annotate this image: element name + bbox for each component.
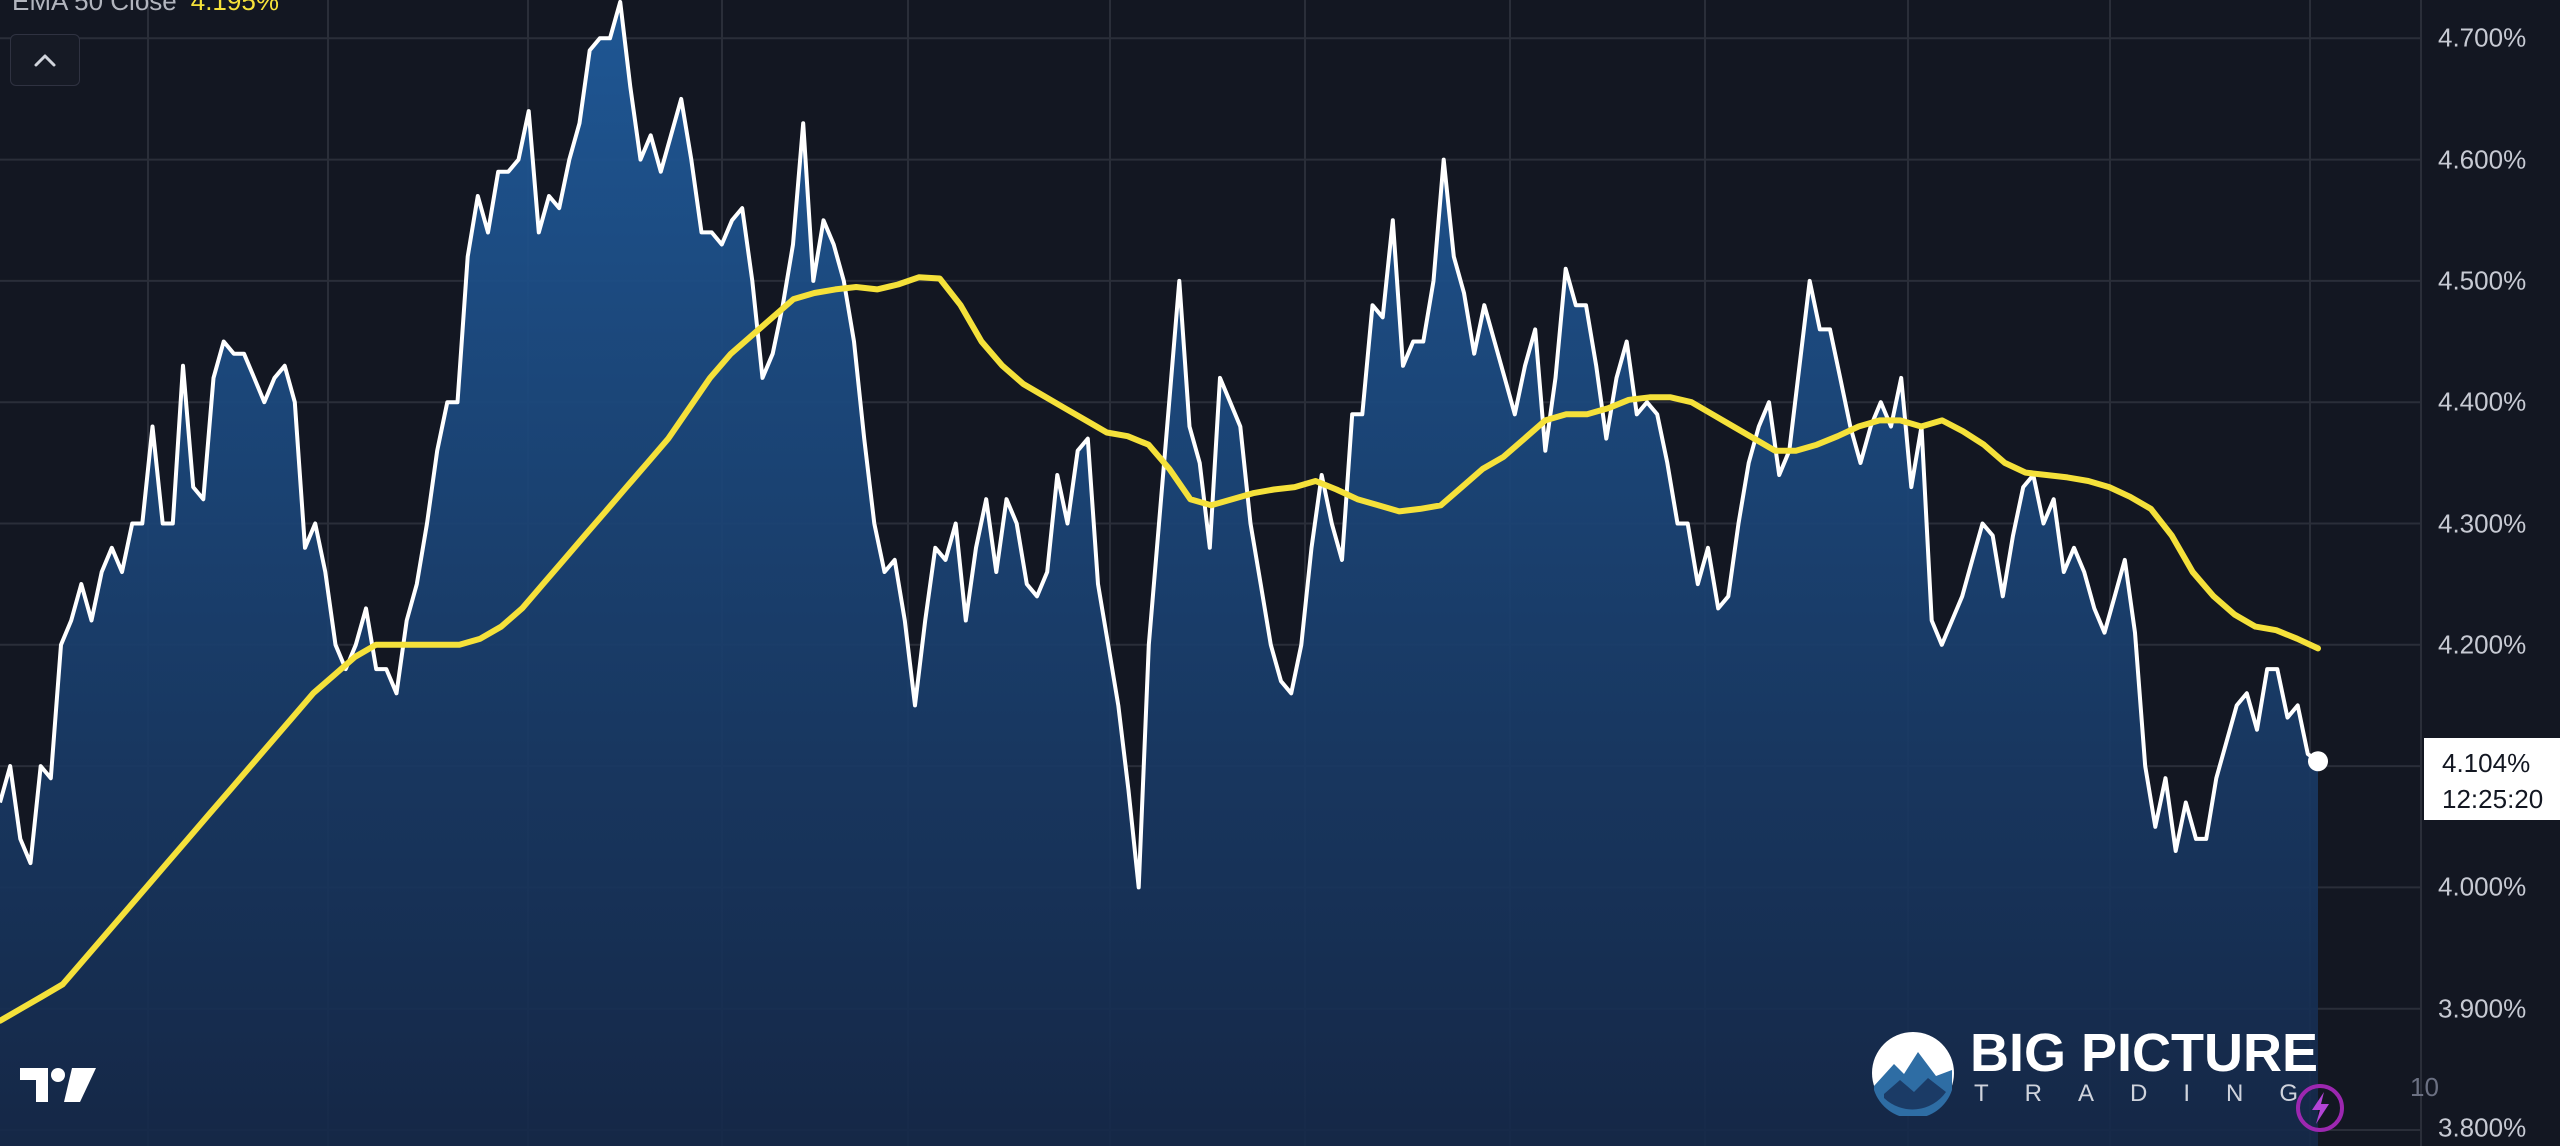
bar-countdown: 12:25:20 xyxy=(2442,784,2544,814)
price-line xyxy=(0,0,2320,890)
axis-tick-label: 4.200% xyxy=(2438,629,2527,660)
mountain-logo-icon xyxy=(1872,1032,1954,1116)
brand-title: BIG PICTURE xyxy=(1970,1023,2319,1083)
last-price-dot xyxy=(2308,751,2328,772)
indicator-name: EMA 50 Close xyxy=(12,0,177,16)
axis-tick-label: 4.000% xyxy=(2438,871,2527,902)
axis-tick-label: 4.700% xyxy=(2438,22,2527,53)
axis-tick-label: 4.600% xyxy=(2438,144,2527,175)
indicator-value: 4.195% xyxy=(190,0,279,16)
axis-tick-label: 4.400% xyxy=(2438,386,2527,417)
ema-50-line xyxy=(0,274,2321,1024)
brand-watermark: BIG PICTURE TRADING xyxy=(1870,1023,2320,1118)
last-price-label: 4.104% 12:25:20 xyxy=(2424,738,2560,820)
axis-tick-label: 4.300% xyxy=(2438,508,2527,538)
brand-subtitle: TRADING xyxy=(1974,1080,2334,1107)
price-area-fill xyxy=(0,1,2318,1146)
bottom-counter: 10 xyxy=(2410,1072,2439,1102)
axis-tick-label: 4.500% xyxy=(2438,265,2527,296)
last-price-value: 4.104% xyxy=(2442,748,2531,778)
axis-tick-label: 3.800% xyxy=(2438,1112,2527,1143)
chevron-up-icon xyxy=(34,54,56,67)
axis-tick-label: 3.900% xyxy=(2438,993,2527,1024)
collapse-legend-button[interactable] xyxy=(10,34,80,86)
price-axis[interactable] xyxy=(2420,0,2560,1146)
indicator-legend[interactable]: EMA 50 Close 4.195% xyxy=(12,0,279,17)
lightning-icon[interactable] xyxy=(2294,1082,2346,1134)
tradingview-logo-icon[interactable] xyxy=(18,1066,98,1106)
